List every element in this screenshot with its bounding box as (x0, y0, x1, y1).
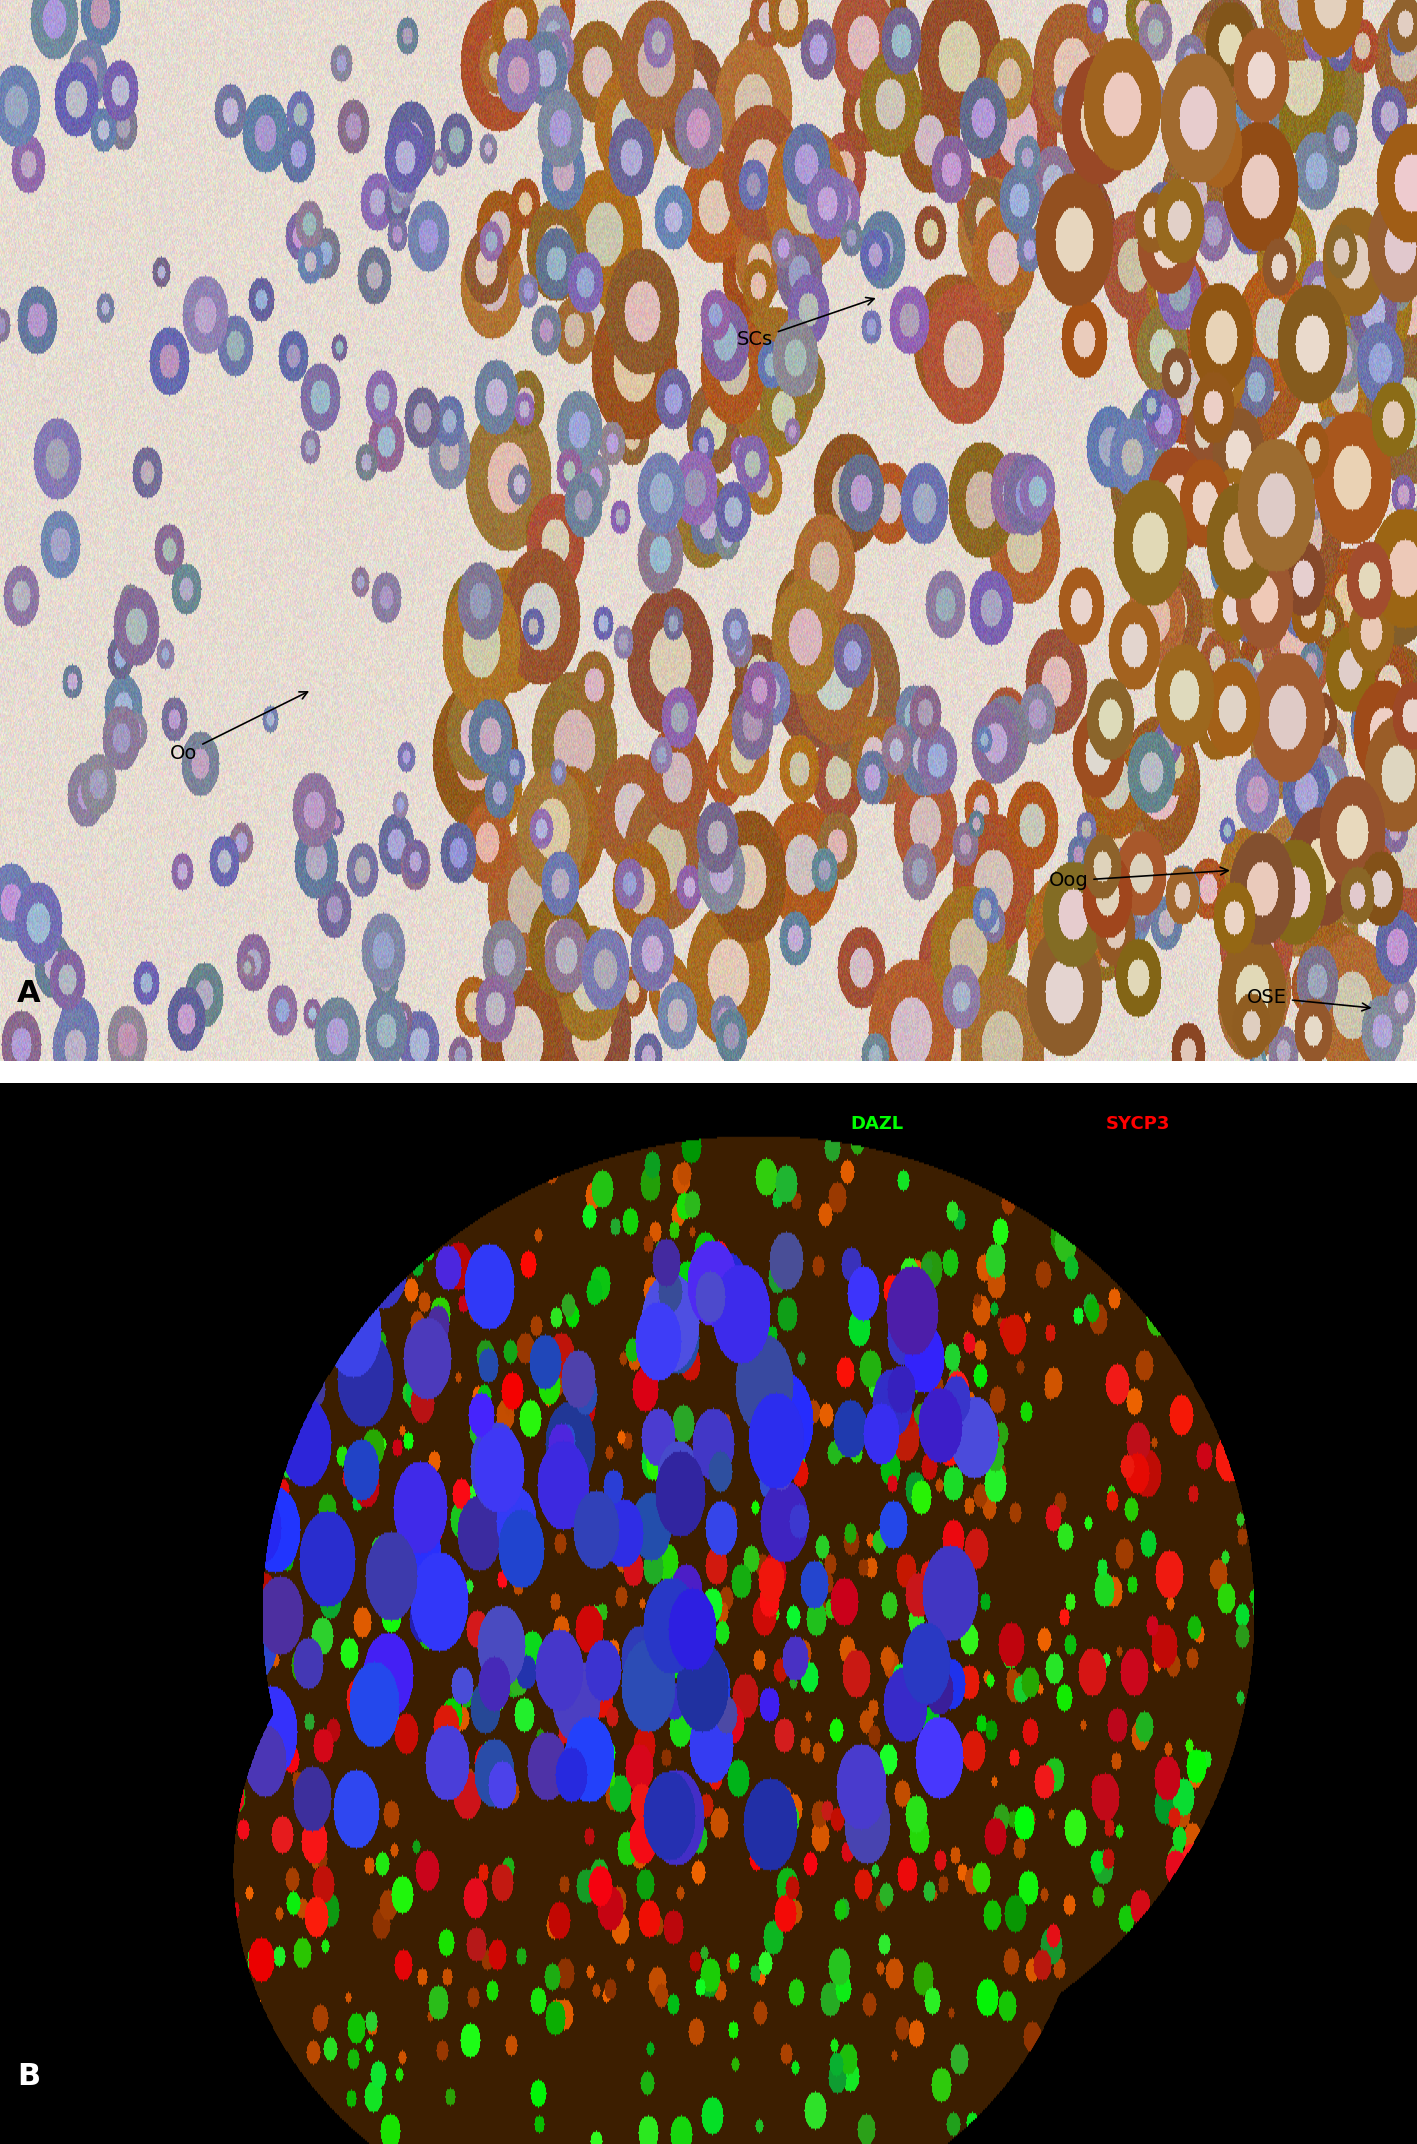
Text: B: B (17, 2063, 40, 2090)
Text: Oo: Oo (170, 693, 307, 763)
Text: DAZL: DAZL (850, 1115, 903, 1132)
Text: SCs: SCs (737, 298, 874, 349)
Text: OSE: OSE (1247, 988, 1370, 1010)
Text: SYCP3: SYCP3 (1105, 1115, 1169, 1132)
Text: Oog: Oog (1049, 866, 1229, 890)
Text: A: A (17, 980, 41, 1008)
